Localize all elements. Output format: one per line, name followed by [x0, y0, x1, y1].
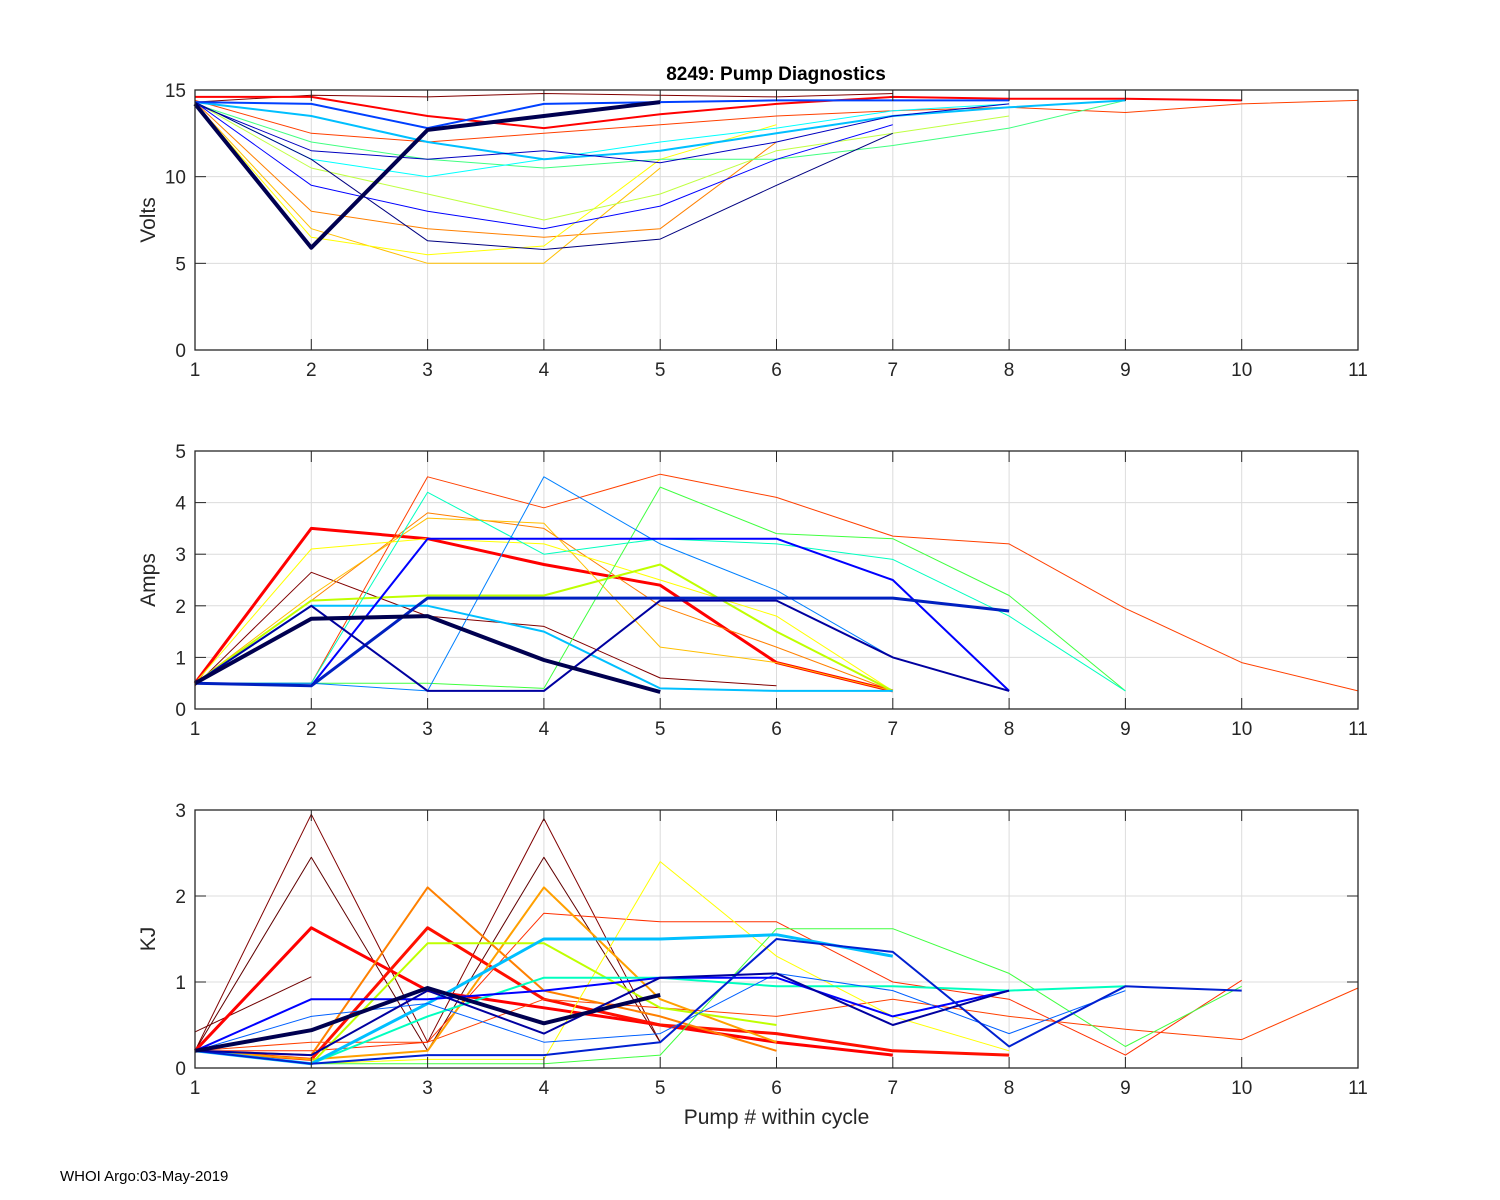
kj-x-tick-label: 7 — [888, 1078, 899, 1099]
amps-x-tick-label: 7 — [888, 719, 899, 740]
kj-series-line-cycle-c — [194, 987, 1359, 1052]
volts-series-line-cycle-b — [195, 95, 1242, 130]
amps-x-tick-label: 2 — [306, 719, 317, 740]
amps-x-tick-label: 8 — [1004, 719, 1015, 740]
volts-series-line-cycle-k — [194, 99, 1010, 130]
volts-y-tick-label: 5 — [175, 254, 186, 275]
volts-series-line-cycle-e — [194, 103, 661, 264]
volts-panel: 1 2 3 4 5 6 7 8 9 10 11 0 5 10 15 Volts — [137, 81, 1368, 381]
volts-y-tick-label: 10 — [165, 168, 186, 189]
amps-y-tick-label: 4 — [175, 494, 186, 515]
kj-series-line-cycle-j — [194, 972, 1126, 1052]
kj-series-line-cycle-highlight — [194, 986, 661, 1053]
volts-series-line-cycle-m — [194, 103, 1010, 164]
kj-x-tick-label: 6 — [771, 1078, 782, 1099]
kj-series-line-cycle-c2 — [195, 912, 1242, 1056]
volts-x-tick-label: 7 — [888, 360, 899, 381]
volts-x-tick-label: 5 — [655, 360, 666, 381]
kj-series-group — [193, 813, 1359, 1066]
volts-x-tick-label: 1 — [190, 360, 201, 381]
kj-series-line-cycle-k — [194, 976, 1010, 1052]
kj-x-tick-label: 8 — [1004, 1078, 1015, 1099]
kj-x-tick-label: 5 — [655, 1078, 666, 1099]
amps-y-tick-label: 0 — [175, 700, 186, 721]
amps-x-tick-label: 5 — [655, 719, 666, 740]
volts-series-line-cycle-h — [194, 99, 1126, 169]
volts-x-tick-label: 2 — [306, 360, 317, 381]
volts-series-group — [193, 93, 1359, 264]
kj-series-line-cycle-m — [194, 972, 1010, 1057]
volts-series-line-cycle-n — [194, 101, 894, 250]
kj-x-tick-label: 10 — [1231, 1078, 1252, 1099]
volts-series-line-cycle-f — [194, 103, 777, 256]
kj-y-tick-label: 2 — [175, 887, 186, 908]
kj-x-tick-label: 1 — [190, 1078, 201, 1099]
amps-series-line-cycle-e — [194, 517, 893, 692]
volts-x-tick-label: 10 — [1231, 360, 1252, 381]
kj-y-tick-label: 0 — [175, 1059, 186, 1080]
amps-x-tick-label: 3 — [422, 719, 433, 740]
kj-x-axis-label: Pump # within cycle — [684, 1106, 870, 1129]
volts-series-line-cycle-d — [194, 101, 777, 238]
amps-y-tick-label: 5 — [175, 442, 186, 463]
amps-series-line-cycle-g — [194, 563, 894, 692]
amps-x-tick-label: 10 — [1231, 719, 1252, 740]
amps-x-tick-label: 9 — [1120, 719, 1131, 740]
kj-x-tick-label: 4 — [539, 1078, 550, 1099]
volts-x-tick-label: 6 — [771, 360, 782, 381]
amps-series-line-cycle-m — [194, 596, 1010, 688]
kj-y-axis-label: KJ — [137, 927, 160, 952]
amps-series-line-cycle-c — [195, 473, 1359, 692]
figure-title: 8249: Pump Diagnostics — [666, 64, 886, 85]
volts-series-line-cycle-c — [194, 99, 1359, 143]
volts-x-tick-label: 11 — [1348, 360, 1368, 381]
amps-series-line-cycle-l — [194, 537, 1010, 692]
volts-series-line-cycle-j — [194, 99, 1126, 161]
amps-y-axis-label: Amps — [137, 553, 160, 607]
amps-x-tick-label: 6 — [771, 719, 782, 740]
volts-y-tick-label: 15 — [165, 81, 186, 102]
amps-series-line-cycle-a — [194, 571, 777, 687]
volts-y-axis-label: Volts — [137, 197, 160, 243]
volts-series-line-cycle-highlight — [193, 100, 661, 250]
amps-series-line-cycle-highlight — [194, 614, 661, 694]
amps-y-tick-label: 1 — [175, 648, 186, 669]
kj-x-tick-label: 3 — [422, 1078, 433, 1099]
kj-series-line-cycle-a3 — [194, 976, 312, 1033]
volts-series-line-cycle-l — [194, 101, 893, 230]
amps-y-tick-label: 2 — [175, 597, 186, 618]
kj-y-tick-label: 3 — [175, 801, 186, 822]
amps-x-tick-label: 4 — [539, 719, 550, 740]
amps-y-tick-label: 3 — [175, 545, 186, 566]
volts-y-tick-label: 0 — [175, 341, 186, 362]
kj-x-tick-label: 9 — [1120, 1078, 1131, 1099]
amps-series-line-cycle-k — [195, 476, 1010, 692]
amps-x-tick-label: 11 — [1348, 719, 1368, 740]
amps-series-line-cycle-f — [194, 538, 894, 692]
kj-series-line-cycle-d2 — [194, 886, 777, 1061]
amps-series-line-cycle-h — [195, 486, 1126, 692]
amps-x-tick-label: 1 — [190, 719, 201, 740]
kj-x-tick-label: 11 — [1348, 1078, 1368, 1099]
kj-series-line-cycle-l — [194, 938, 1242, 1065]
amps-series-group — [193, 473, 1359, 694]
volts-x-tick-label: 3 — [422, 360, 433, 381]
kj-x-tick-label: 2 — [306, 1078, 317, 1099]
volts-x-tick-label: 4 — [539, 360, 550, 381]
volts-series-line-cycle-i — [194, 101, 1010, 178]
volts-x-tick-label: 9 — [1120, 360, 1131, 381]
kj-series-line-cycle-b2 — [194, 926, 1010, 1061]
footer-credit: WHOI Argo:03-May-2019 — [60, 1168, 229, 1185]
kj-y-tick-label: 1 — [175, 973, 186, 994]
volts-x-tick-label: 8 — [1004, 360, 1015, 381]
